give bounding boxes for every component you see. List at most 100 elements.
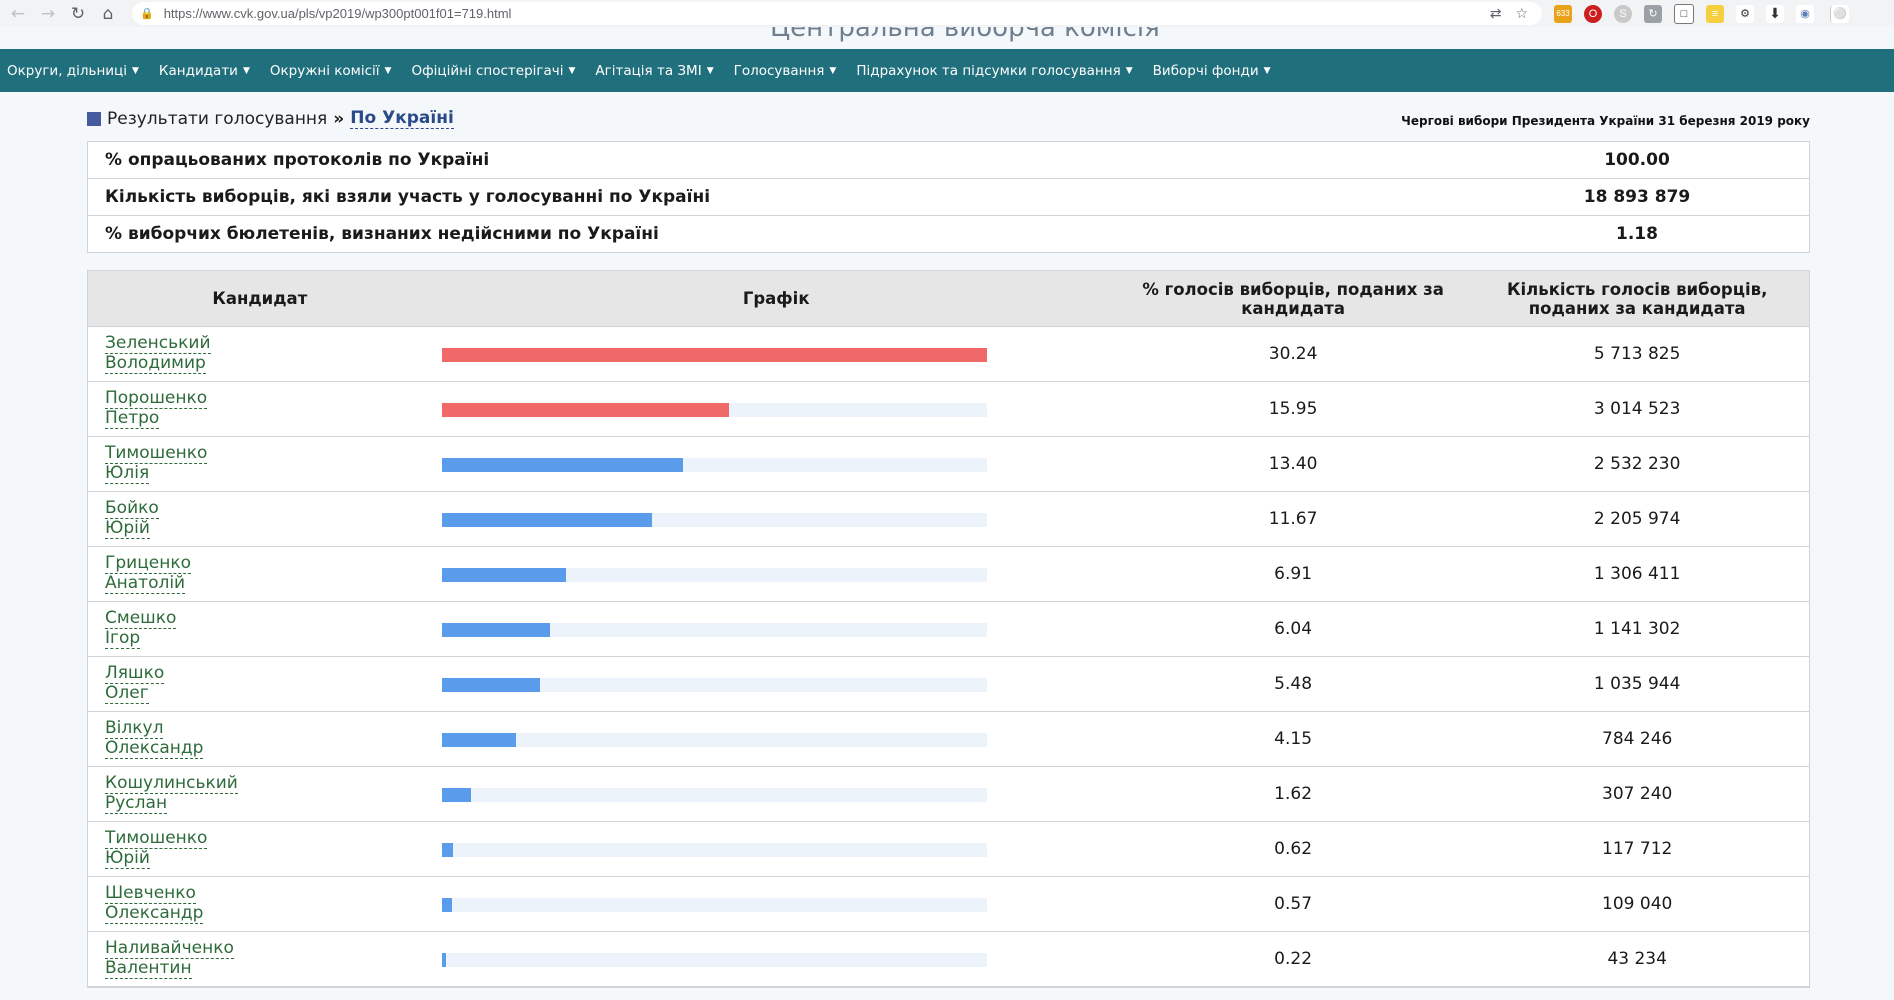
bar-fill xyxy=(441,458,684,472)
url-text[interactable]: https://www.cvk.gov.ua/pls/vp2019/wp300p… xyxy=(163,6,512,21)
bar-fill xyxy=(441,678,541,692)
forward-arrow-icon[interactable]: → xyxy=(40,3,56,24)
nav-item-label: Окружні комісії xyxy=(269,62,380,79)
sync-extension-icon[interactable]: ↻ xyxy=(1644,4,1662,23)
candidate-name-link[interactable]: Валентин xyxy=(105,958,192,979)
skype-extension-icon[interactable]: S xyxy=(1614,4,1632,23)
candidate-name-link[interactable]: Олег xyxy=(105,683,149,704)
summary-value: 18 893 879 xyxy=(1583,187,1691,207)
votes-cell: 43 234 xyxy=(1607,949,1667,969)
table-row: Смешко Ігор 6.04 1 141 302 xyxy=(88,602,1809,657)
votes-cell: 117 712 xyxy=(1602,839,1673,859)
percent-cell: 15.95 xyxy=(1268,399,1318,419)
candidate-surname-link[interactable]: Смешко xyxy=(105,608,177,629)
candidate-name-link[interactable]: Ігор xyxy=(105,628,141,649)
header-percent: % голосів виборців, поданих за кандидата xyxy=(1142,279,1444,318)
candidate-surname-link[interactable]: Шевченко xyxy=(105,883,196,904)
table-row: Ляшко Олег 5.48 1 035 944 xyxy=(88,657,1809,712)
breadcrumb-current-link[interactable]: По Україні xyxy=(350,108,454,129)
table-row: Вілкул Олександр 4.15 784 246 xyxy=(88,712,1809,767)
candidate-cell: Вілкул Олександр xyxy=(88,719,432,759)
site-header: Центральна виборча комісія xyxy=(0,27,1894,49)
bookmark-star-icon[interactable]: ☆ xyxy=(1515,5,1528,22)
candidate-surname-link[interactable]: Тимошенко xyxy=(105,443,208,464)
bar-track xyxy=(441,733,987,747)
table-row: Тимошенко Юлія 13.40 2 532 230 xyxy=(88,437,1809,492)
bar-track xyxy=(441,513,987,527)
nav-item-label: Виборчі фонди xyxy=(1152,62,1259,79)
percent-cell: 1.62 xyxy=(1274,784,1313,804)
results-header-row: Кандидат Графік % голосів виборців, пода… xyxy=(88,271,1809,327)
nav-item-4[interactable]: Агітація та ЗМІ ▼ xyxy=(595,63,713,79)
address-bar[interactable]: 🔒 https://www.cvk.gov.ua/pls/vp2019/wp30… xyxy=(132,2,1542,25)
candidate-surname-link[interactable]: Зеленський xyxy=(105,333,211,354)
header-candidate: Кандидат xyxy=(212,289,308,308)
nav-item-label: Округи, дільниці xyxy=(7,62,127,79)
votes-cell: 2 532 230 xyxy=(1593,454,1681,474)
nav-item-0[interactable]: Округи, дільниці ▼ xyxy=(7,63,139,79)
percent-cell: 30.24 xyxy=(1268,344,1318,364)
table-row: Порошенко Петро 15.95 3 014 523 xyxy=(88,382,1809,437)
nav-item-2[interactable]: Окружні комісії ▼ xyxy=(270,63,392,79)
percent-cell: 13.40 xyxy=(1268,454,1318,474)
gear-extension-icon[interactable]: ⚙ xyxy=(1736,4,1754,23)
notes-extension-icon[interactable]: ≡ xyxy=(1706,4,1724,23)
nav-item-5[interactable]: Голосування ▼ xyxy=(734,63,837,79)
cube-extension-icon[interactable]: □ xyxy=(1674,3,1694,24)
globe-icon[interactable]: ⚪ xyxy=(1830,4,1849,23)
rss-extension-icon[interactable]: 633 xyxy=(1554,4,1572,23)
election-name: Чергові вибори Президента України 31 бер… xyxy=(1401,114,1810,128)
back-arrow-icon[interactable]: ← xyxy=(10,3,26,24)
opera-extension-icon[interactable]: O xyxy=(1584,4,1602,23)
lock-icon: 🔒 xyxy=(140,7,154,20)
square-bullet-icon xyxy=(87,111,101,126)
summary-label: % опрацьованих протоколів по Україні xyxy=(105,150,490,170)
nav-item-3[interactable]: Офіційні спостерігачі ▼ xyxy=(411,63,575,79)
candidate-name-link[interactable]: Юрій xyxy=(105,848,150,869)
reload-icon[interactable]: ↻ xyxy=(70,3,86,24)
nav-item-label: Підрахунок та підсумки голосування xyxy=(856,62,1121,79)
percent-cell: 5.48 xyxy=(1274,674,1313,694)
summary-label: Кількість виборців, які взяли участь у г… xyxy=(105,187,711,207)
candidate-surname-link[interactable]: Кошулинський xyxy=(105,773,238,794)
nav-item-6[interactable]: Підрахунок та підсумки голосування ▼ xyxy=(856,63,1132,79)
votes-cell: 2 205 974 xyxy=(1593,509,1681,529)
nav-item-7[interactable]: Виборчі фонди ▼ xyxy=(1153,63,1271,79)
candidate-cell: Шевченко Олександр xyxy=(88,884,432,924)
candidate-name-link[interactable]: Анатолій xyxy=(105,573,186,594)
candidate-name-link[interactable]: Петро xyxy=(105,408,160,429)
bar-track xyxy=(441,678,987,692)
download-icon[interactable]: ⬇ xyxy=(1766,4,1784,23)
candidate-name-link[interactable]: Юрій xyxy=(105,518,150,539)
caret-down-icon: ▼ xyxy=(568,65,576,76)
translate-icon[interactable]: ⇄ xyxy=(1489,5,1502,22)
bar-fill xyxy=(441,623,551,637)
candidate-name-link[interactable]: Олександр xyxy=(105,738,204,759)
bar-track xyxy=(441,348,987,362)
candidate-name-link[interactable]: Володимир xyxy=(105,353,206,374)
candidate-name-link[interactable]: Руслан xyxy=(105,793,168,814)
bar-track xyxy=(441,403,987,417)
summary-row: % опрацьованих протоколів по Україні 100.… xyxy=(88,142,1809,179)
candidate-surname-link[interactable]: Наливайченко xyxy=(105,938,234,959)
caret-down-icon: ▼ xyxy=(1125,65,1133,76)
profile-extension-icon[interactable]: ◉ xyxy=(1796,4,1814,23)
candidate-surname-link[interactable]: Ляшко xyxy=(105,663,165,684)
candidate-surname-link[interactable]: Гриценко xyxy=(105,553,192,574)
bar-fill xyxy=(441,788,471,802)
table-row: Гриценко Анатолій 6.91 1 306 411 xyxy=(88,547,1809,602)
candidate-surname-link[interactable]: Порошенко xyxy=(105,388,208,409)
chart-cell xyxy=(432,712,1121,766)
nav-item-1[interactable]: Кандидати ▼ xyxy=(159,63,250,79)
candidate-surname-link[interactable]: Бойко xyxy=(105,498,159,519)
candidate-surname-link[interactable]: Тимошенко xyxy=(105,828,208,849)
candidate-name-link[interactable]: Юлія xyxy=(105,463,150,484)
table-row: Тимошенко Юрій 0.62 117 712 xyxy=(88,822,1809,877)
caret-down-icon: ▼ xyxy=(384,65,392,76)
nav-item-label: Офіційні спостерігачі xyxy=(411,62,564,79)
header-votes: Кількість голосів виборців, поданих за к… xyxy=(1507,279,1768,318)
candidate-name-link[interactable]: Олександр xyxy=(105,903,204,924)
summary-value: 1.18 xyxy=(1616,224,1658,244)
candidate-surname-link[interactable]: Вілкул xyxy=(105,718,164,739)
home-icon[interactable]: ⌂ xyxy=(102,3,114,24)
